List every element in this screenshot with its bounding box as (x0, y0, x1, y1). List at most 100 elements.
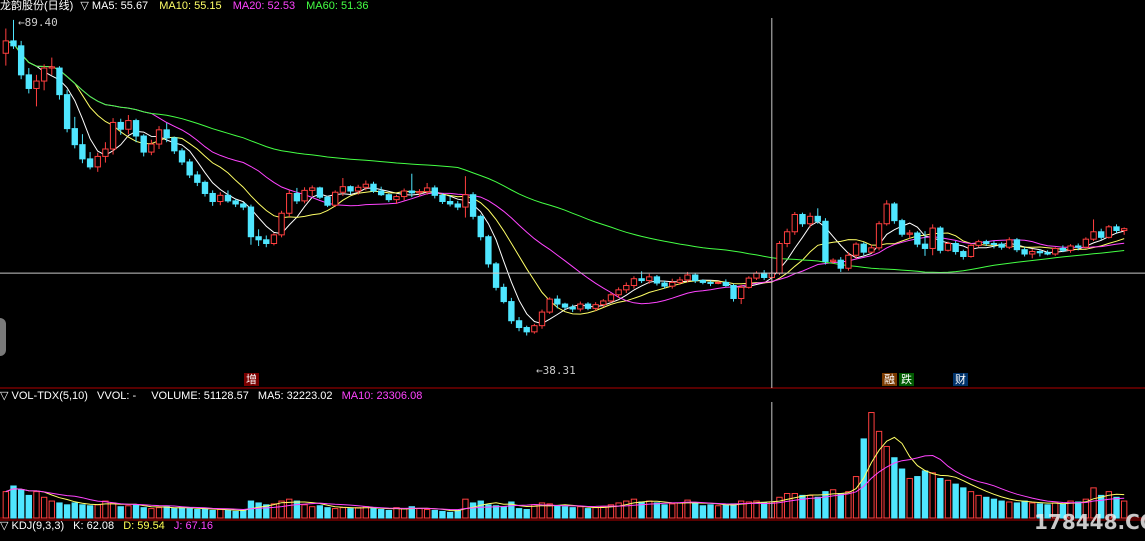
volume-bar (362, 506, 370, 519)
candle-body (477, 215, 484, 238)
volume-indicator-name: VOL-TDX(5,10) (11, 390, 88, 402)
candle-body (416, 191, 423, 194)
volume-bar (224, 509, 232, 519)
kdj-k-value: K: 62.08 (73, 520, 115, 532)
event-tag-die[interactable]: 跌 (899, 373, 914, 386)
candle-body (914, 232, 921, 245)
volume-bar (653, 502, 661, 519)
candle-body (48, 66, 55, 69)
price-header: 龙韵股份(日线) ▽ MA5: 55.67 MA10: 55.15 MA20: … (0, 0, 369, 13)
moving-average-lines (5, 40, 1125, 325)
candle-body (492, 263, 500, 288)
volume-bar (255, 502, 262, 519)
candle-body (1044, 252, 1051, 255)
volume-bar (17, 489, 25, 519)
candle-body (125, 120, 132, 130)
ma-toggle-icon[interactable]: ▽ (80, 0, 89, 12)
volume-bar (508, 501, 515, 519)
candle-body (692, 274, 699, 282)
candle-body (25, 74, 32, 89)
stock-title: 龙韵股份(日线) (0, 0, 74, 12)
candle-body (875, 223, 883, 249)
candle-body (799, 213, 806, 225)
event-tag-cai[interactable]: 财 (953, 373, 968, 386)
volume-bar (94, 504, 101, 519)
volume-bar (377, 509, 385, 519)
volume-bar (561, 506, 569, 519)
candle-body (278, 212, 285, 236)
candle-body (546, 298, 553, 313)
candle-body (837, 259, 844, 269)
volume-bar (232, 510, 239, 519)
volume-bar (25, 494, 32, 519)
candle-body (439, 194, 446, 203)
candle-body (324, 196, 331, 206)
candle-body (669, 281, 676, 287)
ma60-line (5, 40, 1125, 274)
candle-body (186, 161, 193, 176)
candle-body (79, 144, 86, 160)
volume-bar (385, 509, 393, 519)
volume-bar (171, 508, 178, 519)
volume-bar (33, 491, 40, 519)
volume-bar (745, 501, 753, 519)
candle-body (676, 279, 684, 283)
candle-body (339, 186, 347, 193)
volume-bar (355, 507, 362, 519)
crosshair (0, 18, 1145, 518)
candle-body (653, 276, 661, 284)
candle-body (523, 327, 530, 333)
volume-bar (1021, 500, 1028, 519)
candle-body (776, 243, 783, 274)
volume-bar (10, 485, 17, 519)
candle-body (1052, 247, 1059, 255)
event-tag-zeng[interactable]: 增 (244, 373, 259, 386)
volume-bar (615, 502, 622, 519)
candle-body (998, 243, 1005, 248)
candle-body (891, 203, 898, 222)
candle-body (393, 196, 400, 201)
candle-body (33, 80, 40, 89)
volume-bar (944, 479, 952, 519)
candle-body (845, 254, 852, 269)
volume-bar (554, 505, 561, 519)
volume-bar (63, 504, 71, 519)
volume-bar (983, 496, 990, 519)
candle-body (263, 239, 270, 245)
candle-body (1021, 249, 1028, 255)
volume-bar (492, 505, 500, 519)
volume-bar (814, 496, 821, 519)
volume-bar (1067, 500, 1074, 519)
volume-bar (332, 508, 339, 519)
candle-body (646, 276, 653, 282)
volume-bar (86, 505, 94, 519)
candle-body (600, 300, 607, 306)
volume-bar (201, 508, 209, 519)
candle-body (883, 203, 890, 225)
indicator-menu-icon[interactable]: ▽ (0, 390, 9, 402)
candle-body (148, 143, 155, 153)
candle-body (469, 194, 477, 217)
candle-body (1067, 245, 1074, 251)
candle-body (592, 304, 599, 309)
volume-bar (760, 502, 768, 519)
candle-body (806, 215, 814, 225)
ma5-line (5, 40, 1125, 325)
volume-bar (477, 500, 484, 519)
volume-bar (423, 509, 431, 519)
volume-bar (875, 430, 883, 519)
indicator-menu-icon[interactable]: ▽ (0, 520, 9, 532)
event-tag-rong[interactable]: 融 (882, 373, 897, 386)
candle-body (967, 244, 975, 257)
candle-body (332, 191, 339, 206)
candle-body (722, 281, 730, 287)
kdj-indicator-name: KDJ(9,3,3) (11, 520, 65, 532)
volume-bar (148, 508, 155, 519)
volume-bar (661, 504, 668, 519)
candle-body (898, 220, 906, 235)
candle-body (362, 183, 370, 188)
candle-body (370, 183, 377, 192)
volume-bar (102, 500, 109, 519)
panel-drag-handle[interactable] (0, 318, 6, 356)
